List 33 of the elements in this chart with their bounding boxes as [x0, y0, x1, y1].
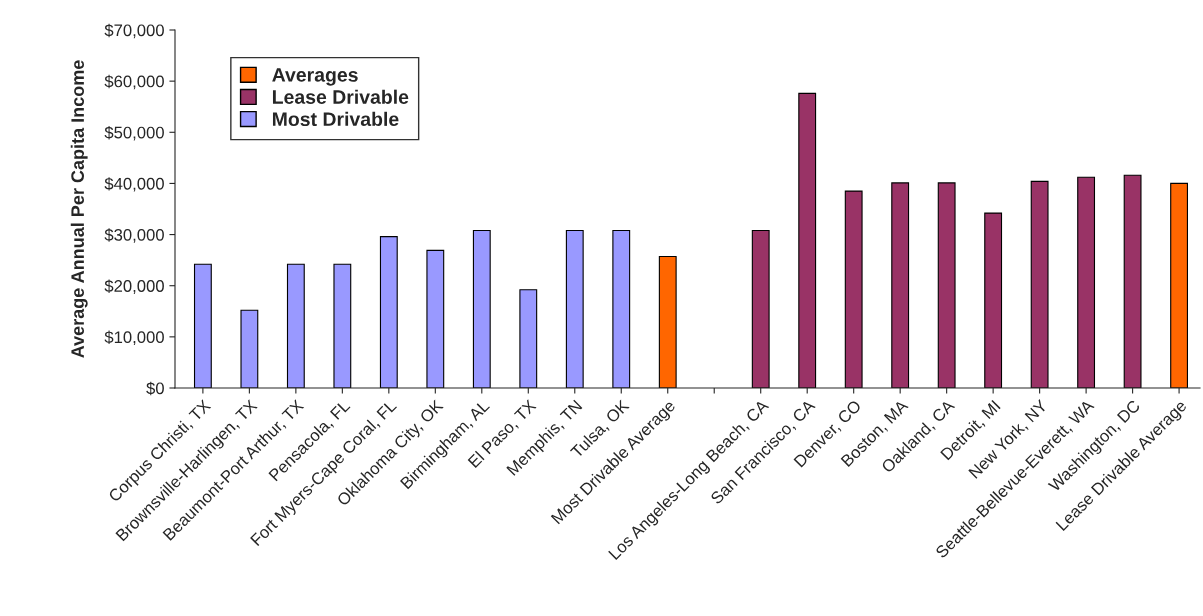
y-tick-label: $20,000	[104, 279, 164, 294]
y-tick-label: $10,000	[104, 330, 164, 346]
y-tick-label: $0	[146, 381, 164, 396]
legend-label: Averages	[272, 68, 358, 86]
bar	[798, 92, 817, 388]
bar	[286, 263, 305, 388]
y-tick-label: $50,000	[104, 125, 164, 141]
bar	[844, 190, 863, 388]
bar	[891, 182, 910, 388]
bar	[565, 229, 584, 388]
bar	[426, 249, 445, 388]
y-tick-label: $40,000	[104, 177, 164, 192]
y-tick-label: $60,000	[104, 74, 164, 90]
bar	[193, 263, 212, 388]
bar	[472, 229, 491, 388]
bar	[379, 236, 398, 388]
bar	[333, 263, 352, 388]
y-tick-label: $70,000	[104, 23, 164, 39]
bar	[612, 229, 631, 388]
y-tick-label: $30,000	[104, 228, 164, 243]
bar	[1123, 174, 1142, 388]
bar	[1170, 182, 1189, 388]
bar	[658, 256, 677, 388]
bar	[519, 289, 538, 388]
bar	[1077, 176, 1096, 388]
bar	[984, 212, 1003, 388]
legend-label: Lease Drivable	[272, 89, 409, 104]
legend-label: Most Drivable	[272, 111, 399, 127]
y-axis-title: Average Annual Per Capita Income	[70, 60, 88, 358]
bar	[1030, 180, 1049, 388]
bar	[751, 229, 770, 388]
bar	[937, 182, 956, 388]
bar	[240, 309, 259, 388]
